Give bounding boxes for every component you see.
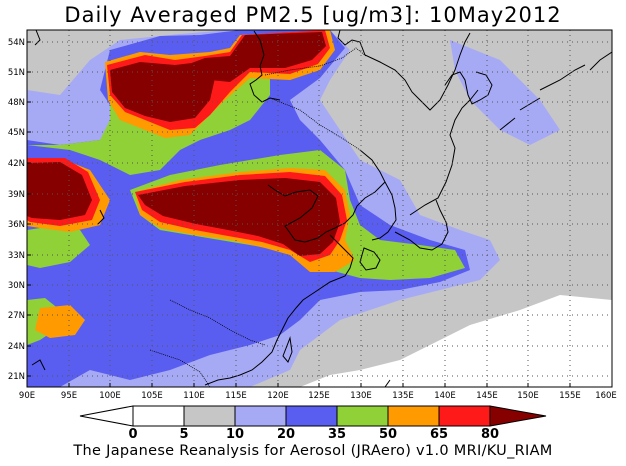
- colorbar-label: 65: [430, 427, 448, 442]
- lon-label: 100E: [99, 391, 121, 401]
- lon-label: 110E: [183, 391, 205, 401]
- colorbar-swatch: [387, 405, 440, 427]
- colorbar-over-arrow: [489, 405, 547, 427]
- lon-label: 130E: [350, 391, 372, 401]
- lon-label: 150E: [517, 391, 539, 401]
- lat-labels: 54N 51N 48N 45N 42N 39N 36N 33N 30N 27N …: [8, 38, 25, 382]
- lat-label: 30N: [8, 281, 25, 291]
- lat-label: 48N: [8, 98, 25, 108]
- colorbar-label: 5: [179, 427, 188, 442]
- lon-label: 120E: [267, 391, 289, 401]
- lat-label: 42N: [8, 159, 25, 169]
- lon-label: 160E: [595, 391, 617, 401]
- lat-label: 24N: [8, 342, 25, 352]
- lon-label: 155E: [559, 391, 581, 401]
- colorbar-under-arrow: [79, 405, 134, 427]
- lon-label: 105E: [141, 391, 163, 401]
- lon-label: 125E: [308, 391, 330, 401]
- lat-label: 36N: [8, 220, 25, 230]
- lon-labels: 90E 95E 100E 105E 110E 115E 120E 125E 13…: [19, 391, 617, 401]
- lon-label: 115E: [225, 391, 247, 401]
- colorbar-labels: 0 5 10 20 35 50 65 80: [128, 427, 499, 442]
- colorbar-label: 35: [328, 427, 346, 442]
- lon-label: 145E: [476, 391, 498, 401]
- colorbar-swatch: [132, 405, 185, 427]
- colorbar-swatch: [285, 405, 338, 427]
- footer-credit: The Japanese Reanalysis for Aerosol (JRA…: [73, 443, 553, 459]
- concentration-field: [27, 30, 612, 387]
- colorbar-swatch: [438, 405, 491, 427]
- lat-label: 21N: [8, 372, 25, 382]
- lon-label: 90E: [19, 391, 35, 401]
- colorbar-label: 20: [277, 427, 295, 442]
- colorbar-swatch: [183, 405, 236, 427]
- lat-label: 39N: [8, 190, 25, 200]
- lat-label: 33N: [8, 251, 25, 261]
- contour-darkred: [27, 32, 340, 256]
- coastlines: [31, 30, 612, 387]
- lat-label: 51N: [8, 68, 25, 78]
- lon-label: 135E: [392, 391, 414, 401]
- colorbar-label: 0: [128, 427, 137, 442]
- lon-label: 95E: [61, 391, 77, 401]
- map-title: Daily Averaged PM2.5 [ug/m3]: 10May2012: [64, 3, 562, 27]
- lon-label: 140E: [434, 391, 456, 401]
- tick-marks: [27, 41, 571, 387]
- colorbar-label: 10: [226, 427, 244, 442]
- lat-label: 27N: [8, 311, 25, 321]
- colorbar-swatch: [336, 405, 389, 427]
- colorbar-label: 50: [379, 427, 397, 442]
- lat-label: 45N: [8, 128, 25, 138]
- contour-lightblue-ne: [450, 40, 560, 145]
- borders: [149, 47, 367, 387]
- lat-label: 54N: [8, 38, 25, 48]
- colorbar: [79, 405, 547, 427]
- colorbar-swatch: [234, 405, 287, 427]
- colorbar-label: 80: [481, 427, 499, 442]
